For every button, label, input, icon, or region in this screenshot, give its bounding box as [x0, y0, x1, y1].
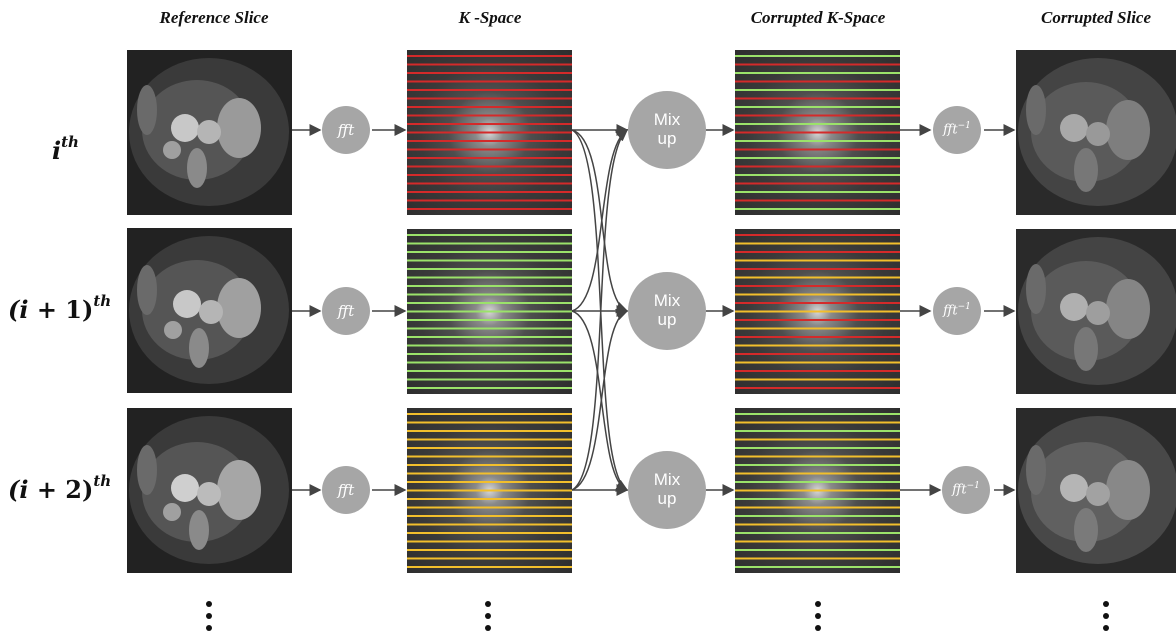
reference-slice-3 [127, 408, 292, 573]
row-label-i-plus-1: (i + 1)th [8, 292, 112, 324]
kspace-2 [407, 229, 572, 394]
row-label-i-plus-2: (i + 2)th [8, 472, 112, 504]
header-reference-slice: Reference Slice [159, 8, 269, 27]
ifft-node-3: fft−1 [942, 466, 990, 514]
kspace-3 [407, 408, 572, 573]
header-corrupted-slice: Corrupted Slice [1040, 8, 1152, 27]
corrupted-kspace-2 [735, 229, 900, 394]
mixup-node-2: Mix up [628, 272, 706, 350]
reference-slice-2 [127, 228, 292, 393]
kspace-1 [407, 50, 572, 215]
row-label-i: ith [52, 133, 79, 165]
corrupted-slice-3 [1016, 408, 1176, 573]
header-k-space: K -Space [458, 8, 522, 27]
ellipsis-dots-corrupted-kspace [815, 598, 821, 634]
corrupted-kspace-3 [735, 408, 900, 573]
mixup-node-1: Mix up [628, 91, 706, 169]
ellipsis-dots-corrupted-slice [1103, 598, 1109, 634]
ellipsis-dots-reference [206, 598, 212, 634]
header-corrupted-k-space: Corrupted K-Space [750, 8, 886, 27]
ifft-node-1: fft−1 [933, 106, 981, 154]
ellipsis-dots-kspace [485, 598, 491, 634]
corrupted-slice-1 [1016, 50, 1176, 215]
corrupted-kspace-1 [735, 50, 900, 215]
fft-node-3: fft [322, 466, 370, 514]
corrupted-slice-2 [1016, 229, 1176, 394]
fft-node-1: fft [322, 106, 370, 154]
reference-slice-1 [127, 50, 292, 215]
ifft-node-2: fft−1 [933, 287, 981, 335]
fft-node-2: fft [322, 287, 370, 335]
mixup-node-3: Mix up [628, 451, 706, 529]
